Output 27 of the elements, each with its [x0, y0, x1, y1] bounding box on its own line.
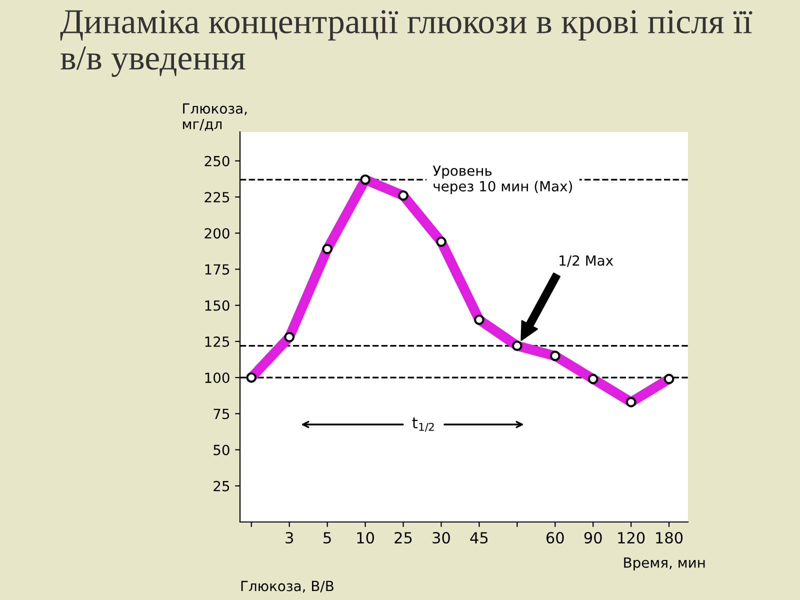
annotation: 1/2 Max: [560, 255, 614, 267]
x-tick-label: 25: [394, 532, 412, 544]
y-tick-label: 200: [204, 228, 230, 239]
x-tick-label: 90: [584, 532, 602, 544]
x-tick-label: 10: [357, 532, 374, 544]
x-tick-label: 3: [286, 532, 293, 544]
chart-title: Динаміка концентрації глюкози в крові після її в/в уведення: [60, 10, 752, 77]
x-tick-label: 180: [656, 532, 683, 544]
y-tick-label: 50: [214, 444, 230, 456]
y-tick-label: 150: [205, 300, 230, 311]
y-tick-label: 250: [204, 156, 230, 166]
x-tick-label: 5: [324, 532, 331, 544]
y-axis-title: Глюкоза, мг/дл: [183, 103, 247, 132]
y-tick-label: 75: [214, 408, 230, 420]
y-tick-label: 100: [205, 372, 230, 384]
x-tick-label: 60: [546, 532, 564, 544]
x-tick-label: 45: [470, 532, 488, 544]
y-tick-label: 175: [205, 264, 230, 275]
y-tick-label: 25: [214, 480, 230, 492]
ref-line-label: Уровень через 10 мин (Max): [432, 166, 572, 194]
x-axis-title: Время, мин: [624, 558, 705, 571]
y-tick-label: 125: [205, 336, 230, 347]
annotation: t$_{1/2}$: [412, 418, 434, 432]
text: Глюкоза, В/В: [241, 580, 334, 593]
x-tick-label: 30: [432, 532, 450, 544]
x-tick-label: 120: [618, 532, 645, 544]
y-tick-label: 225: [204, 192, 230, 202]
